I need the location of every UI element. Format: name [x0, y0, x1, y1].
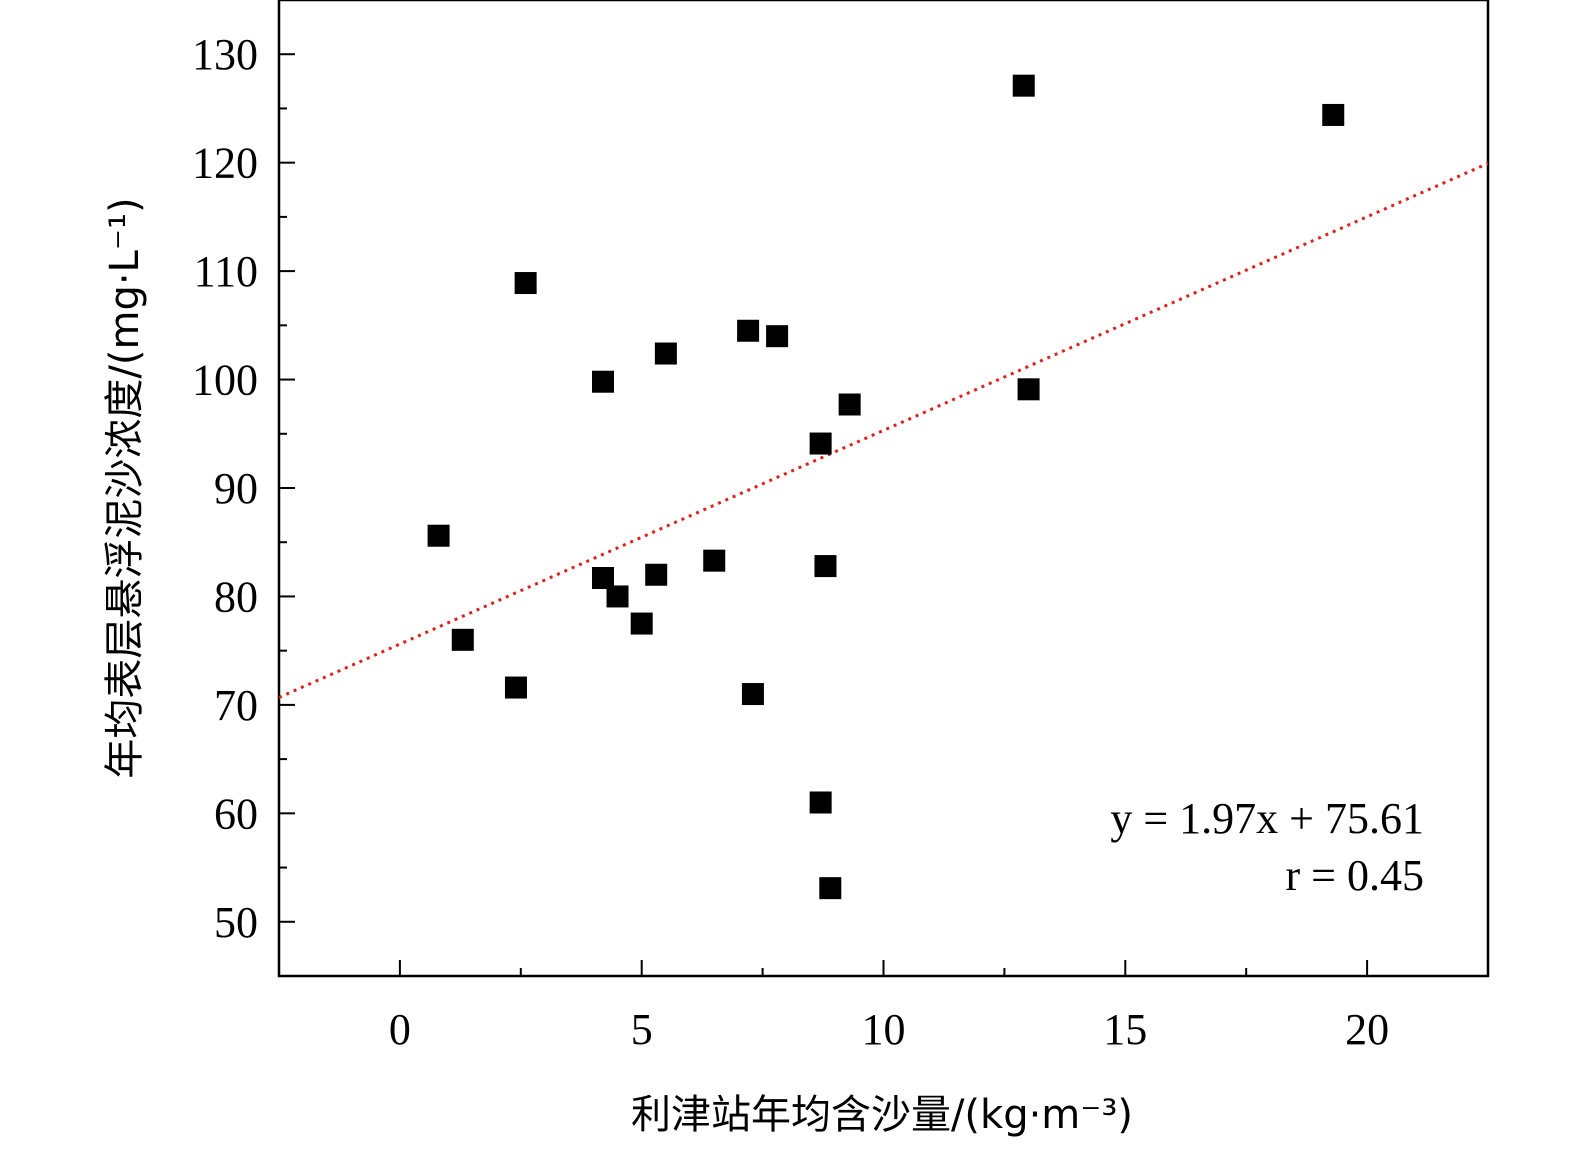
data-point — [504, 676, 527, 699]
data-points — [427, 74, 1345, 900]
y-axis-ticks: 50 60 70 80 90 100 110 120 130 — [192, 0, 295, 977]
y-tick-label: 70 — [214, 681, 258, 730]
x-tick-label: 0 — [389, 1005, 411, 1054]
data-point — [809, 791, 832, 814]
x-tick-label: 15 — [1103, 1005, 1147, 1054]
x-tick-label: 10 — [862, 1005, 906, 1054]
data-point — [606, 585, 629, 608]
data-point — [819, 877, 842, 900]
data-point — [592, 567, 615, 590]
data-point — [630, 612, 653, 635]
data-point — [654, 342, 677, 365]
data-point — [645, 563, 668, 586]
r-annotation: r = 0.45 — [1286, 851, 1424, 900]
data-point — [592, 370, 615, 393]
data-point — [838, 393, 861, 416]
y-axis-title: 年均表层悬浮泥沙浓度/(mg·L⁻¹) — [102, 197, 148, 778]
y-tick-label: 130 — [192, 30, 258, 79]
x-tick-label: 5 — [631, 1005, 653, 1054]
x-axis-ticks: 0 5 10 15 20 — [389, 960, 1389, 1054]
regression-line — [279, 161, 1488, 699]
y-tick-label: 110 — [194, 247, 258, 296]
data-point — [1322, 103, 1345, 126]
y-tick-label: 50 — [214, 898, 258, 947]
y-tick-label: 90 — [214, 464, 258, 513]
x-axis-title: 利津站年均含沙量/(kg·m⁻³) — [631, 1092, 1133, 1138]
x-tick-label: 20 — [1345, 1005, 1389, 1054]
y-tick-label: 100 — [192, 356, 258, 405]
y-tick-label: 120 — [192, 139, 258, 188]
data-point — [809, 432, 832, 455]
y-tick-label: 60 — [214, 789, 258, 838]
equation-annotation: y = 1.97x + 75.61 — [1110, 794, 1424, 843]
data-point — [427, 524, 450, 547]
data-point — [514, 272, 537, 295]
data-point — [766, 325, 789, 348]
data-point — [814, 555, 837, 578]
data-point — [1012, 74, 1035, 97]
data-point — [737, 319, 760, 342]
data-point — [1017, 378, 1040, 401]
y-tick-label: 80 — [214, 572, 258, 621]
data-point — [703, 549, 726, 572]
data-point — [741, 683, 764, 706]
data-point — [451, 628, 474, 651]
